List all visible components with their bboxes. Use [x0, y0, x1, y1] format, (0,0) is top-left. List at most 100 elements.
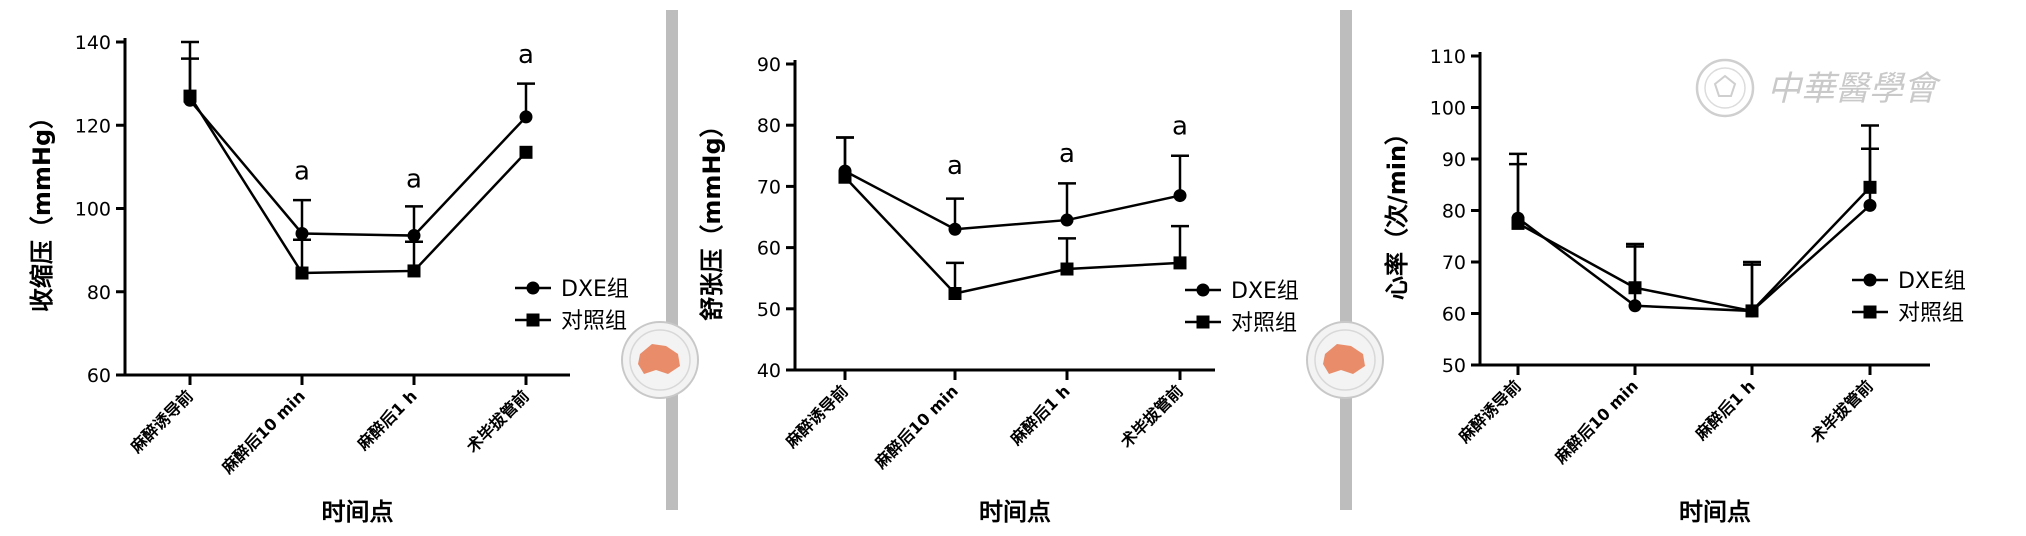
- y-tick-label: 40: [757, 360, 781, 382]
- y-tick-label: 70: [1442, 252, 1466, 274]
- chart-panel-1: 60 80 100 120 140 麻醉诱导前 麻醉后10 min 麻醉后1 h 术毕拔管前时间…: [28, 32, 629, 526]
- data-point-square: [295, 266, 309, 280]
- series-line: [189, 99, 527, 237]
- series-control: [1509, 124, 1879, 318]
- x-tick-label: 术毕拔管前: [1806, 376, 1877, 447]
- cma-seal-icon: [621, 321, 699, 399]
- x-tick-label: 麻醉后10 min: [217, 386, 308, 477]
- legend-marker-square: [1863, 305, 1877, 319]
- legend-label: DXE组: [561, 277, 629, 302]
- x-tick-label: 术毕拔管前: [1116, 381, 1187, 452]
- x-tick-label: 麻醉诱导前: [781, 381, 852, 452]
- legend-item-control: 对照组: [1852, 301, 1964, 326]
- legend-marker-circle: [1863, 273, 1877, 287]
- legend-label: 对照组: [561, 309, 627, 334]
- significance-label: a: [1172, 111, 1188, 141]
- legend-label: 对照组: [1898, 301, 1964, 326]
- legend-marker-circle: [1196, 283, 1210, 297]
- data-point-circle: [1863, 198, 1877, 212]
- series-line: [1517, 204, 1871, 313]
- x-axis-title: 时间点: [322, 498, 394, 526]
- data-point-circle: [1060, 213, 1074, 227]
- y-tick-label: 90: [1442, 149, 1466, 171]
- legend-marker-circle: [526, 281, 540, 295]
- series-line: [1517, 186, 1871, 313]
- y-tick-label: 60: [757, 238, 781, 260]
- y-tick-label: 100: [1430, 98, 1466, 120]
- y-tick-label: 50: [1442, 355, 1466, 377]
- x-tick-label: 麻醉后10 min: [870, 381, 961, 472]
- series-line: [844, 176, 1181, 295]
- series-control: [181, 57, 533, 280]
- y-tick-label: 140: [75, 32, 111, 54]
- data-point-square: [948, 287, 962, 300]
- data-point-square: [1863, 180, 1877, 194]
- series-control: [836, 136, 1189, 300]
- series-line: [844, 169, 1181, 231]
- series-dxe: [836, 136, 1189, 236]
- y-tick-label: 50: [757, 299, 781, 321]
- y-axis-title: 收缩压（mmHg）: [28, 105, 56, 312]
- legend-item-control: 对照组: [515, 309, 627, 334]
- data-point-square: [1060, 262, 1074, 276]
- y-tick-label: 80: [757, 115, 781, 137]
- chart-panel-3: 50 60 70 80 90 100 110 麻醉诱导前 麻醉后10 min 麻醉后1 h 术毕拔管…: [1383, 46, 1966, 526]
- y-tick-label: 110: [1430, 46, 1466, 68]
- y-tick-label: 70: [757, 176, 781, 198]
- x-tick-label: 麻醉后1 h: [1006, 381, 1074, 449]
- significance-label: a: [947, 151, 963, 181]
- series-line: [188, 95, 527, 275]
- legend-item-dxe: DXE组: [1852, 269, 1966, 294]
- data-point-circle: [948, 222, 962, 236]
- watermark-text: 中華醫學會: [1767, 69, 1942, 109]
- data-point-circle: [1628, 299, 1642, 313]
- legend-item-dxe: DXE组: [1185, 279, 1299, 304]
- legend-label: 对照组: [1231, 311, 1297, 336]
- data-point-circle: [295, 226, 309, 240]
- data-point-circle: [1173, 189, 1187, 203]
- x-tick-label: 麻醉后1 h: [1691, 376, 1759, 444]
- x-tick-label: 麻醉后10 min: [1550, 376, 1641, 467]
- data-point-square: [838, 170, 852, 184]
- x-tick-label: 术毕拔管前: [462, 386, 533, 457]
- data-point-square: [183, 89, 197, 103]
- legend-label: DXE组: [1231, 279, 1299, 304]
- x-axis-title: 时间点: [979, 498, 1051, 526]
- cma-seal-icon: [1306, 321, 1384, 399]
- data-point-circle: [407, 229, 421, 243]
- y-tick-label: 90: [757, 54, 781, 76]
- data-point-square: [1511, 216, 1525, 230]
- y-tick-label: 60: [87, 365, 111, 387]
- y-tick-label: 80: [87, 282, 111, 304]
- data-point-square: [1173, 256, 1187, 270]
- legend-item-control: 对照组: [1185, 311, 1297, 336]
- y-tick-label: 80: [1442, 201, 1466, 223]
- x-tick-label: 麻醉诱导前: [1454, 376, 1525, 447]
- x-tick-label: 麻醉诱导前: [126, 386, 197, 457]
- cma-watermark-logo: 中華醫學會: [1695, 58, 1942, 118]
- data-point-square: [1628, 281, 1642, 295]
- data-point-square: [519, 145, 533, 159]
- legend-marker-square: [526, 313, 540, 327]
- legend-label: DXE组: [1898, 269, 1966, 294]
- chart-panel-2: 40 50 60 70 80 90 麻醉诱导前 麻醉后10 min 麻醉后1 h 术毕拔管前时间点…: [698, 54, 1299, 526]
- significance-label: a: [294, 156, 310, 186]
- series-dxe: [181, 40, 535, 243]
- x-axis-title: 时间点: [1679, 498, 1751, 526]
- significance-label: a: [1059, 139, 1075, 169]
- y-axis-title: 舒张压（mmHg）: [698, 113, 726, 320]
- data-point-square: [1745, 304, 1759, 318]
- y-tick-label: 120: [75, 115, 111, 137]
- significance-label: a: [406, 165, 422, 195]
- significance-label: a: [518, 40, 534, 70]
- y-axis-title: 心率（次/min）: [1383, 121, 1411, 300]
- x-tick-label: 麻醉后1 h: [353, 386, 421, 454]
- series-dxe: [1509, 147, 1879, 318]
- data-point-circle: [519, 110, 533, 124]
- y-tick-label: 100: [75, 199, 111, 221]
- data-point-square: [407, 264, 421, 278]
- legend-item-dxe: DXE组: [515, 277, 629, 302]
- y-tick-label: 60: [1442, 304, 1466, 326]
